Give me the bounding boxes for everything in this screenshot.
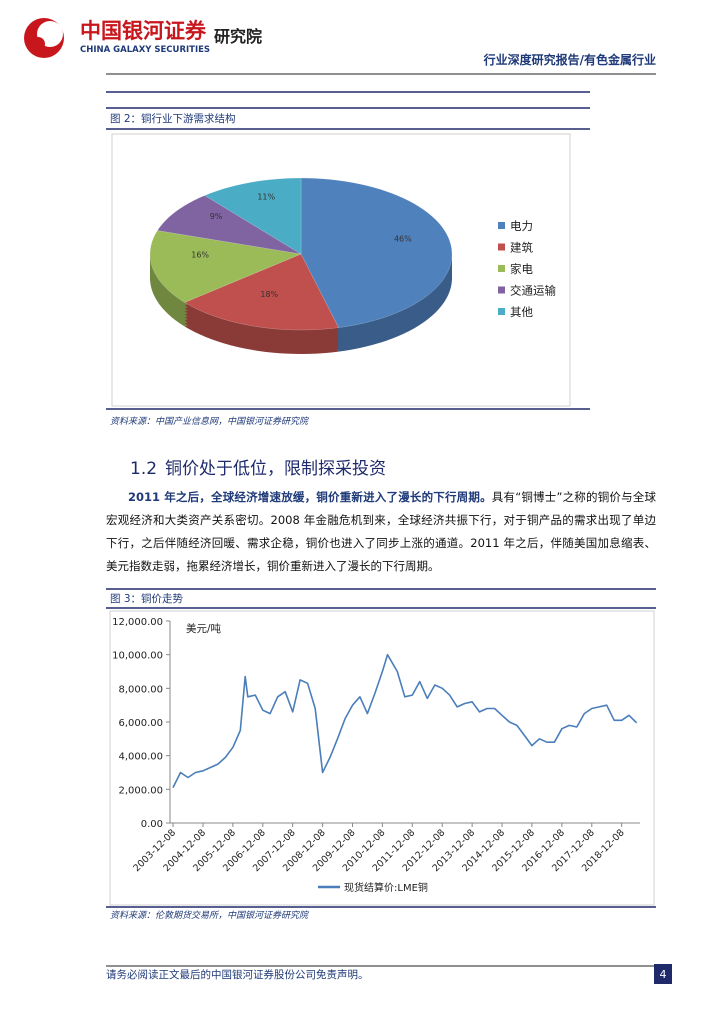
brand-en: CHINA GALAXY SECURITIES — [80, 45, 210, 55]
y-tick-label: 6,000.00 — [118, 718, 163, 729]
y-tick-label: 4,000.00 — [118, 752, 163, 763]
legend-label: 建筑 — [510, 241, 533, 255]
legend-label: 家电 — [510, 262, 533, 276]
data-label: 46% — [394, 235, 412, 244]
y-tick-label: 10,000.00 — [112, 651, 163, 662]
logo — [24, 18, 64, 58]
legend-swatch — [498, 286, 505, 294]
legend-label: 电力 — [510, 219, 533, 233]
legend-label: 现货结算价:LME铜 — [344, 881, 428, 894]
data-label: 16% — [191, 251, 209, 260]
paragraph-body: 具有“铜博士”之称的铜价与全球宏观经济和大类资产关系密切。2008 年金融危机到… — [106, 490, 656, 573]
page-number: 4 — [660, 968, 667, 981]
page-badge — [654, 964, 672, 984]
paragraph-lead: 2011 年之后，全球经济增速放缓，铜价重新进入了漫长的下行周期。 — [128, 490, 492, 504]
paragraph: 2011 年之后，全球经济增速放缓，铜价重新进入了漫长的下行周期。具有“铜博士”… — [106, 486, 656, 578]
figure-caption: 图 2：铜行业下游需求结构 — [110, 112, 236, 125]
data-label: 18% — [260, 290, 278, 299]
y-tick-label: 12,000.00 — [112, 617, 163, 628]
institute: 研究院 — [214, 27, 262, 46]
legend-swatch — [498, 308, 505, 315]
disclaimer: 请务必阅读正文最后的中国银河证券股份公司免责声明。 — [106, 968, 369, 981]
legend-label: 交通运输 — [510, 284, 556, 298]
y-axis-label: 美元/吨 — [186, 622, 222, 635]
legend-swatch — [498, 243, 505, 251]
slice — [184, 253, 339, 331]
data-label: 9% — [210, 212, 223, 221]
section-title: 铜价处于低位，限制探采投资 — [165, 459, 386, 479]
price-line — [172, 653, 638, 788]
legend-swatch — [498, 222, 505, 229]
report-type: 行业深度研究报告/有色金属行业 — [483, 52, 656, 67]
y-tick-label: 2,000.00 — [118, 785, 163, 796]
section-number: 1.2 — [130, 459, 157, 479]
slice — [149, 230, 302, 303]
legend-swatch — [498, 265, 505, 272]
slice — [156, 195, 302, 255]
y-tick-label: 8,000.00 — [118, 684, 163, 695]
y-tick-label: 0.00 — [141, 819, 163, 830]
slice — [300, 177, 453, 328]
plot-frame — [111, 133, 571, 407]
figure-source: 资料来源：伦敦期货交易所，中国银河证券研究院 — [110, 910, 310, 921]
figure-source: 资料来源：中国产业信息网，中国银河证券研究院 — [110, 416, 310, 427]
figure-caption: 图 3：铜价走势 — [110, 592, 184, 605]
data-label: 11% — [257, 192, 275, 201]
line-chart: 0.00 2,000.00 4,000.00 6,000.00 8,000.00 10,0… — [112, 617, 640, 894]
brand-cn: 中国银河证券 — [80, 19, 207, 43]
slice — [204, 177, 302, 255]
plot-frame — [109, 610, 655, 906]
legend-label: 其他 — [510, 305, 533, 319]
